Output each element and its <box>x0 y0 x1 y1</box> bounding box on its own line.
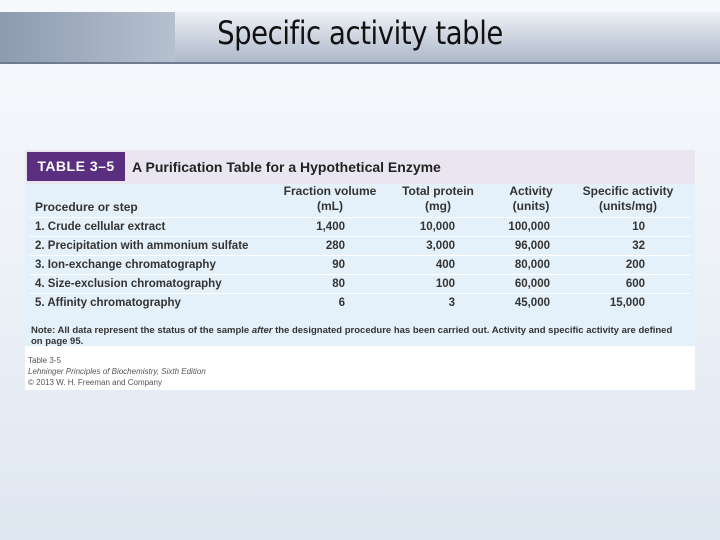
table-row: 2. Precipitation with ammonium sulfate 2… <box>30 238 690 256</box>
volume-cell: 1,400 <box>316 221 345 233</box>
table-caption: A Purification Table for a Hypothetical … <box>132 159 441 175</box>
activity-cell: 80,000 <box>514 259 550 271</box>
specific-activity-cell: 10 <box>632 221 645 233</box>
header-divider <box>30 217 690 218</box>
activity-cell: 96,000 <box>514 240 550 252</box>
note-emphasis: after <box>251 325 273 336</box>
slide-title-bar <box>0 12 720 64</box>
activity-cell: 45,000 <box>514 297 550 309</box>
purification-table: TABLE 3–5 A Purification Table for a Hyp… <box>25 150 695 390</box>
table-number-tag: TABLE 3–5 <box>27 152 125 181</box>
protein-cell: 3 <box>448 297 455 309</box>
volume-cell: 90 <box>332 259 345 271</box>
table-body: Procedure or step Fraction volume (mL) To… <box>25 184 695 346</box>
step-cell: 1. Crude cellular extract <box>35 221 166 233</box>
step-cell: 2. Precipitation with ammonium sulfate <box>35 240 249 252</box>
header-specific-activity: Specific activity (units/mg) <box>582 184 674 213</box>
table-row: 1. Crude cellular extract 1,400 10,000 1… <box>30 219 690 237</box>
step-cell: 5. Affinity chromatography <box>35 297 181 309</box>
step-cell: 4. Size-exclusion chromatography <box>35 278 222 290</box>
protein-cell: 100 <box>435 278 455 290</box>
protein-cell: 400 <box>435 259 455 271</box>
volume-cell: 6 <box>338 297 345 309</box>
specific-activity-cell: 15,000 <box>609 297 645 309</box>
header-step: Procedure or step <box>35 200 138 214</box>
header-fraction-volume: Fraction volume (mL) <box>283 184 377 213</box>
specific-activity-cell: 600 <box>625 278 645 290</box>
specific-activity-cell: 32 <box>632 240 645 252</box>
protein-cell: 10,000 <box>419 221 455 233</box>
caption-band <box>25 150 695 184</box>
specific-activity-cell: 200 <box>625 259 645 271</box>
step-cell: 3. Ion-exchange chromatography <box>35 259 216 271</box>
header-total-protein: Total protein (mg) <box>402 184 474 213</box>
title-bar-shade <box>0 12 175 62</box>
protein-cell: 3,000 <box>426 240 455 252</box>
table-credit: Table 3-5 Lehninger Principles of Bioche… <box>28 356 206 387</box>
activity-cell: 60,000 <box>514 278 550 290</box>
activity-cell: 100,000 <box>508 221 550 233</box>
table-row: 3. Ion-exchange chromatography 90 400 80… <box>30 257 690 275</box>
table-row: 4. Size-exclusion chromatography 80 100 … <box>30 276 690 294</box>
volume-cell: 280 <box>325 240 345 252</box>
slide-title: Specific activity table <box>217 14 503 52</box>
volume-cell: 80 <box>332 278 345 290</box>
table-note: Note: All data represent the status of t… <box>31 325 673 347</box>
header-activity: Activity (units) <box>509 184 553 213</box>
table-row: 5. Affinity chromatography 6 3 45,000 15… <box>30 295 690 313</box>
